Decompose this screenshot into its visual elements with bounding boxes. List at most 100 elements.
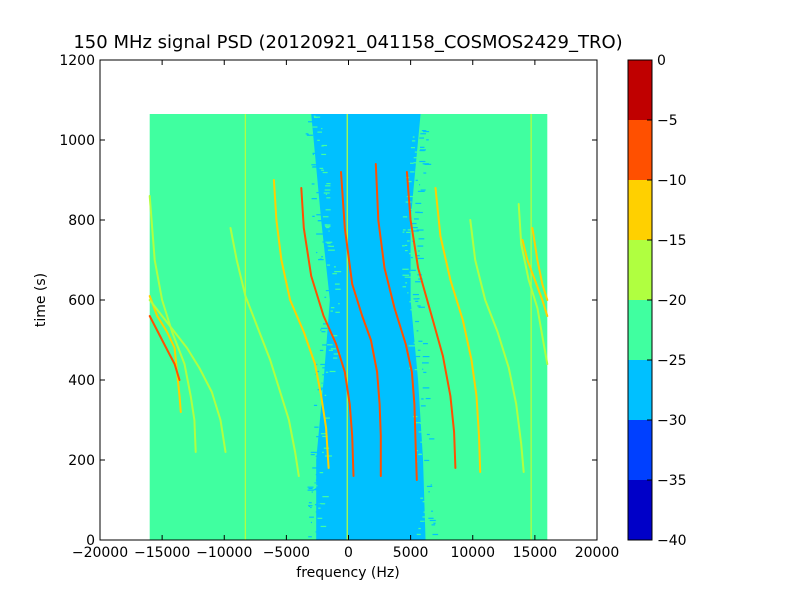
texture-speck [421,398,424,400]
texture-speck [404,244,408,247]
y-tick-label: 800 [68,213,95,229]
texture-speck [415,422,423,424]
texture-speck [322,241,326,243]
texture-speck [320,525,327,528]
texture-speck [423,343,428,345]
y-tick-label: 600 [68,293,95,309]
texture-speck [321,331,326,333]
texture-speck [402,216,408,218]
texture-speck [335,311,340,313]
texture-speck [310,521,313,524]
texture-speck [432,533,439,536]
texture-speck [418,250,420,252]
signal-trace [300,187,355,477]
texture-speck [417,190,425,192]
texture-speck [324,296,327,298]
texture-speck [324,394,327,396]
signal-trace [148,295,182,413]
texture-speck [418,340,423,342]
texture-speck [431,524,436,526]
texture-speck [402,231,405,233]
texture-speck [411,211,414,213]
texture-speck [431,510,433,512]
texture-speck [420,133,426,135]
texture-speck [426,139,429,141]
x-tick-label: 20000 [575,545,620,561]
texture-speck [414,369,419,371]
signal-trace [469,219,525,473]
colorbar: 0 −5 −10 −15 −20 −25 −30 −35 −40 [627,53,687,549]
texture-speck [407,292,409,294]
texture-speck [405,282,408,284]
texture-speck [306,134,313,136]
texture-speck [325,289,330,292]
texture-speck [310,451,317,453]
texture-speck [410,147,415,149]
texture-speck [416,211,423,214]
texture-speck [415,179,418,181]
texture-speck [408,345,416,347]
texture-speck [415,281,421,283]
texture-speck [412,226,418,229]
texture-speck [424,163,432,165]
texture-speck [425,397,431,400]
x-tick-label: 10000 [450,545,495,561]
texture-speck [417,305,421,307]
texture-speck [421,129,427,132]
texture-speck [311,183,315,185]
heatmap-area [148,114,549,540]
texture-speck [422,163,430,165]
texture-speck [413,162,419,164]
texture-speck [413,218,419,220]
texture-speck [318,220,324,222]
low-power-band [311,114,426,540]
texture-speck [334,271,342,273]
texture-speck [412,136,415,138]
x-tick-label: −15000 [134,545,190,561]
texture-speck [420,497,424,499]
texture-speck [325,226,330,229]
texture-speck [314,482,316,484]
texture-speck [413,298,419,300]
texture-speck [415,202,422,205]
texture-speck [317,139,320,141]
x-axis-label: frequency (Hz) [296,565,399,581]
texture-speck [406,195,414,198]
texture-speck [320,327,328,329]
texture-speck [312,152,316,154]
texture-speck [329,370,336,373]
texture-speck [423,371,427,374]
texture-speck [321,382,323,384]
texture-speck [417,245,424,247]
texture-speck [325,241,333,243]
texture-speck [417,349,421,351]
texture-speck [313,115,316,117]
texture-speck [424,459,430,462]
texture-speck [315,531,323,533]
texture-speck [329,245,335,247]
texture-speck [320,433,326,435]
texture-speck [321,127,323,130]
colorbar-level [628,480,652,540]
texture-speck [417,257,424,260]
texture-speck [410,162,414,164]
texture-speck [308,121,313,123]
colorbar-level [628,300,652,360]
texture-speck [322,391,327,393]
x-tick-label: −10000 [196,545,252,561]
texture-speck [416,255,420,257]
colorbar-level [628,420,652,480]
texture-speck [338,303,340,305]
texture-speck [327,249,335,251]
texture-speck [420,441,428,443]
texture-speck [420,520,425,522]
texture-speck [413,342,418,344]
texture-speck [315,479,319,481]
texture-speck [321,256,323,258]
x-tick-label: −20000 [72,545,128,561]
texture-speck [411,222,417,225]
texture-speck [402,286,407,288]
texture-speck [325,371,329,373]
texture-speck [426,433,430,436]
